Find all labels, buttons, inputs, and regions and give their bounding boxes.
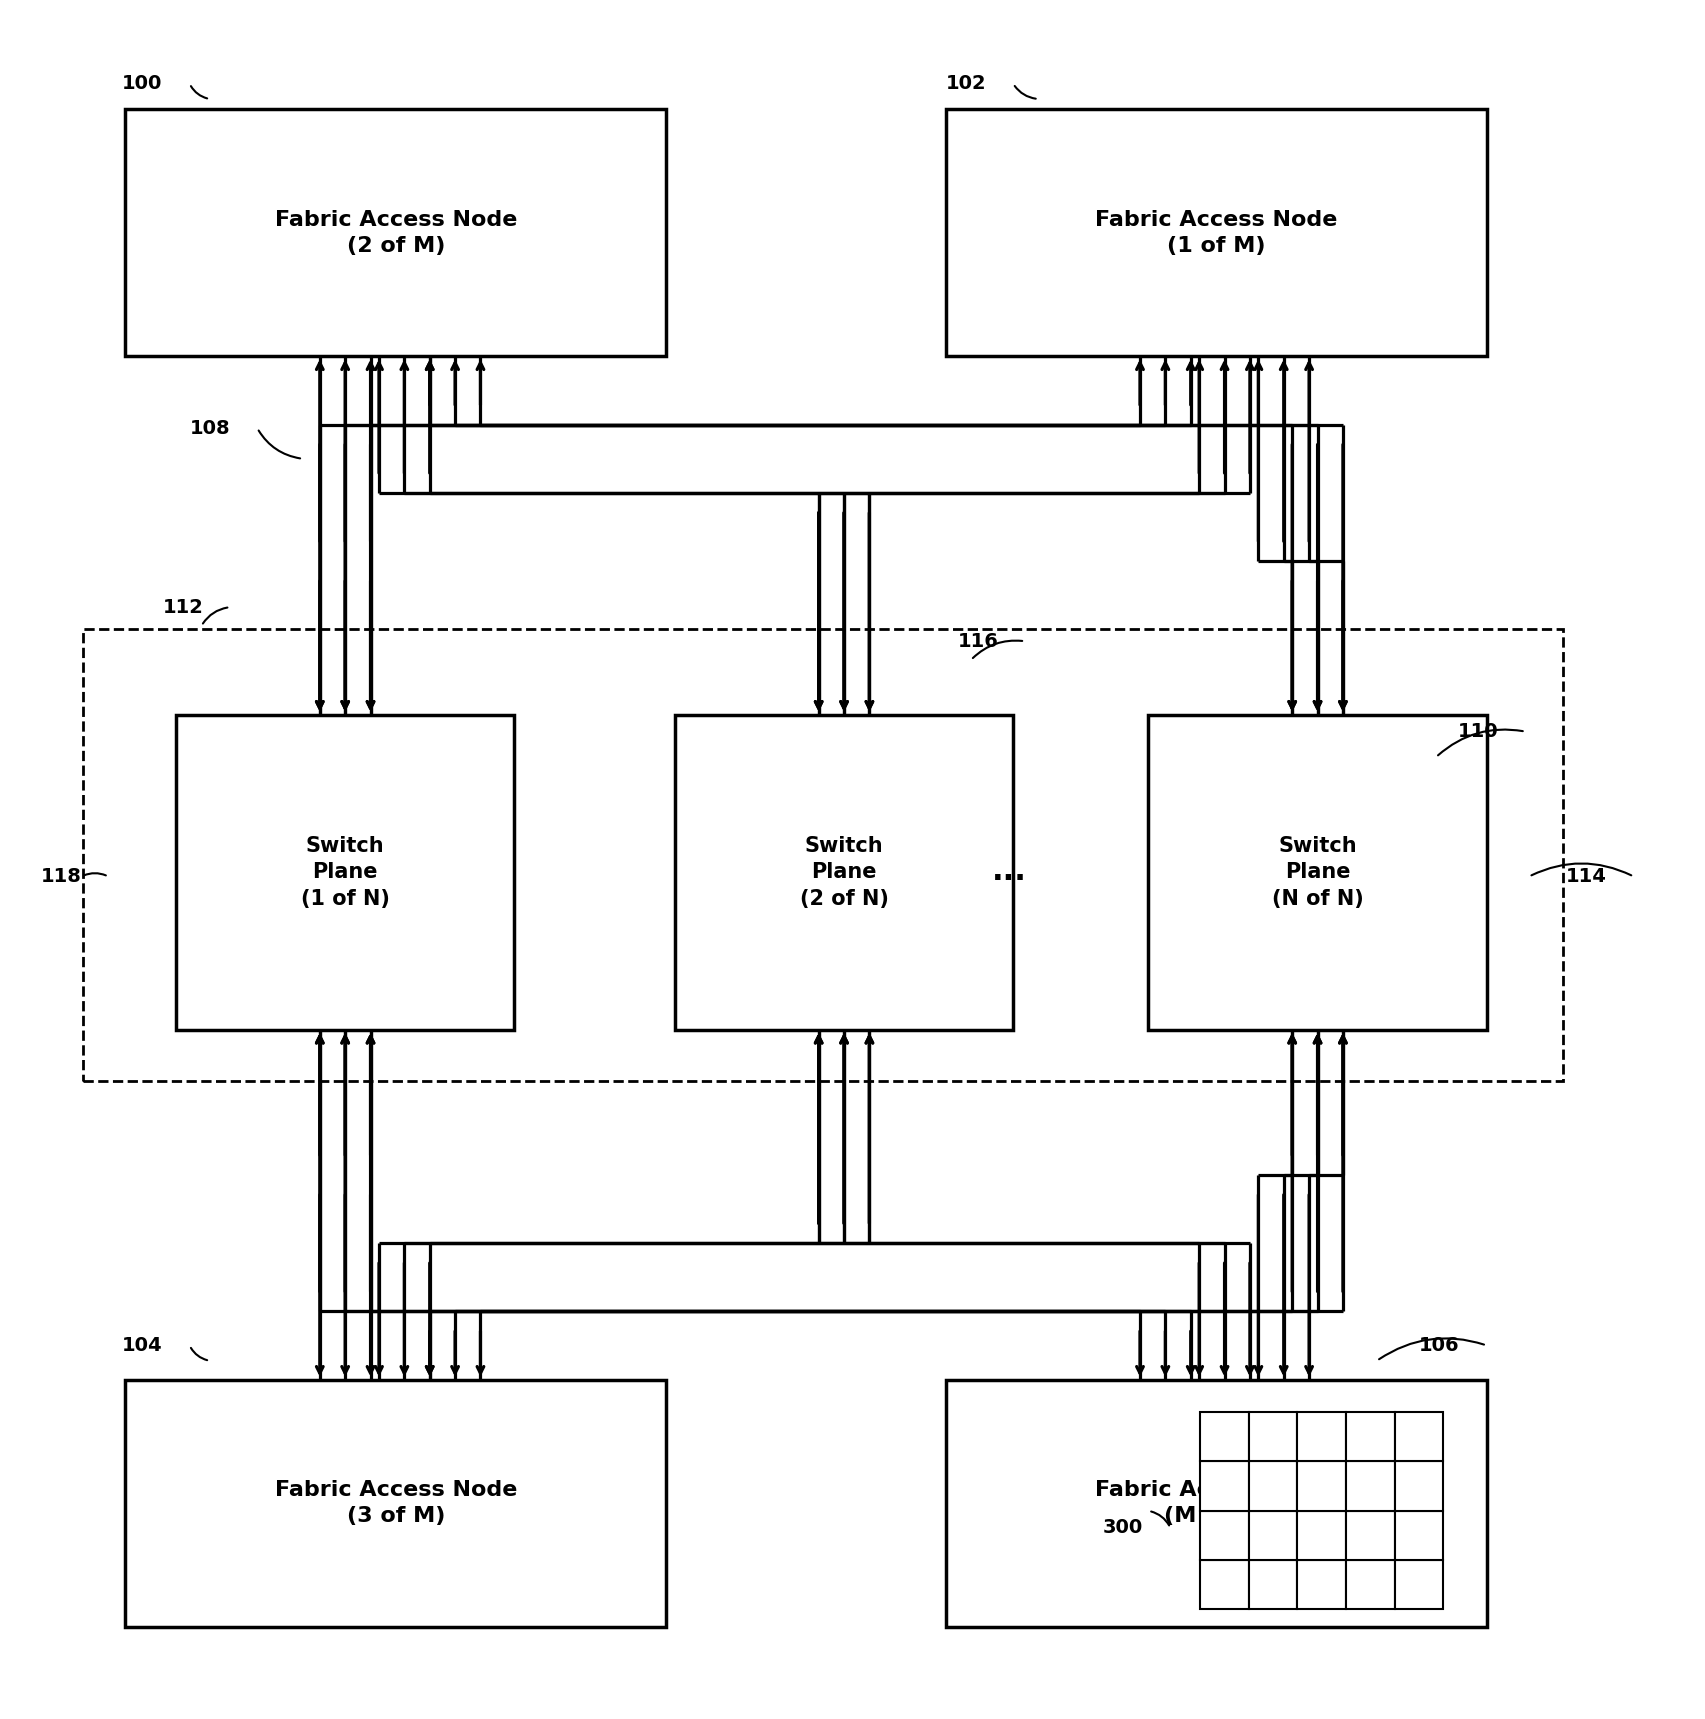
FancyBboxPatch shape	[1345, 1511, 1395, 1561]
FancyBboxPatch shape	[1345, 1561, 1395, 1609]
Text: 108: 108	[189, 419, 230, 438]
Text: 116: 116	[957, 633, 997, 652]
FancyBboxPatch shape	[1298, 1511, 1345, 1561]
FancyBboxPatch shape	[1395, 1511, 1444, 1561]
FancyBboxPatch shape	[1298, 1461, 1345, 1511]
Text: Fabric Access Node
(2 of M): Fabric Access Node (2 of M)	[275, 210, 517, 256]
FancyBboxPatch shape	[1200, 1411, 1248, 1461]
FancyBboxPatch shape	[1149, 715, 1487, 1030]
Text: 104: 104	[123, 1336, 162, 1355]
FancyBboxPatch shape	[1395, 1561, 1444, 1609]
FancyBboxPatch shape	[126, 110, 667, 356]
Text: 106: 106	[1419, 1336, 1459, 1355]
Text: Fabric Access Node
(1 of M): Fabric Access Node (1 of M)	[1095, 210, 1337, 256]
Text: 300: 300	[1103, 1518, 1142, 1537]
FancyBboxPatch shape	[1248, 1561, 1298, 1609]
Text: Switch
Plane
(2 of N): Switch Plane (2 of N)	[800, 835, 888, 909]
Text: Fabric Access Node
(3 of M): Fabric Access Node (3 of M)	[275, 1480, 517, 1526]
FancyBboxPatch shape	[1248, 1461, 1298, 1511]
Text: 114: 114	[1567, 866, 1608, 885]
Text: 112: 112	[162, 598, 203, 617]
FancyBboxPatch shape	[176, 715, 515, 1030]
FancyBboxPatch shape	[1200, 1511, 1248, 1561]
FancyBboxPatch shape	[1248, 1511, 1298, 1561]
FancyBboxPatch shape	[1298, 1561, 1345, 1609]
FancyBboxPatch shape	[1395, 1411, 1444, 1461]
FancyBboxPatch shape	[1200, 1561, 1248, 1609]
FancyBboxPatch shape	[1345, 1411, 1395, 1461]
Text: 100: 100	[123, 74, 162, 93]
FancyBboxPatch shape	[1248, 1411, 1298, 1461]
Text: 118: 118	[41, 866, 82, 885]
FancyBboxPatch shape	[946, 110, 1487, 356]
Text: Switch
Plane
(1 of N): Switch Plane (1 of N)	[300, 835, 390, 909]
Text: 102: 102	[946, 74, 985, 93]
FancyBboxPatch shape	[126, 1380, 667, 1626]
FancyBboxPatch shape	[1298, 1411, 1345, 1461]
FancyBboxPatch shape	[1345, 1461, 1395, 1511]
FancyBboxPatch shape	[675, 715, 1013, 1030]
Text: Switch
Plane
(N of N): Switch Plane (N of N)	[1272, 835, 1364, 909]
FancyBboxPatch shape	[946, 1380, 1487, 1626]
Text: 110: 110	[1458, 722, 1499, 741]
FancyBboxPatch shape	[1200, 1461, 1248, 1511]
FancyBboxPatch shape	[1395, 1461, 1444, 1511]
Text: ...: ...	[992, 858, 1026, 885]
Text: Fabric Access Node
(M of M): Fabric Access Node (M of M)	[1095, 1480, 1337, 1526]
